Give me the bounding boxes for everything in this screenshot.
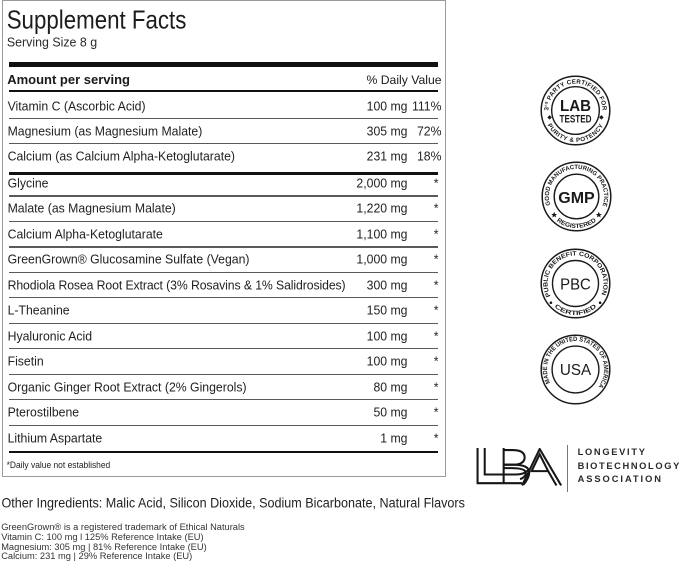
svg-text:GMP: GMP [558, 189, 595, 207]
svg-text:PURITY & POTENCY: PURITY & POTENCY [546, 122, 606, 144]
svg-text:PBC: PBC [560, 276, 591, 293]
svg-text:USA: USA [560, 362, 592, 379]
svg-text:TESTED: TESTED [560, 113, 592, 125]
svg-text:LAB: LAB [560, 98, 591, 115]
svg-text:CERTIFIED: CERTIFIED [553, 302, 598, 317]
